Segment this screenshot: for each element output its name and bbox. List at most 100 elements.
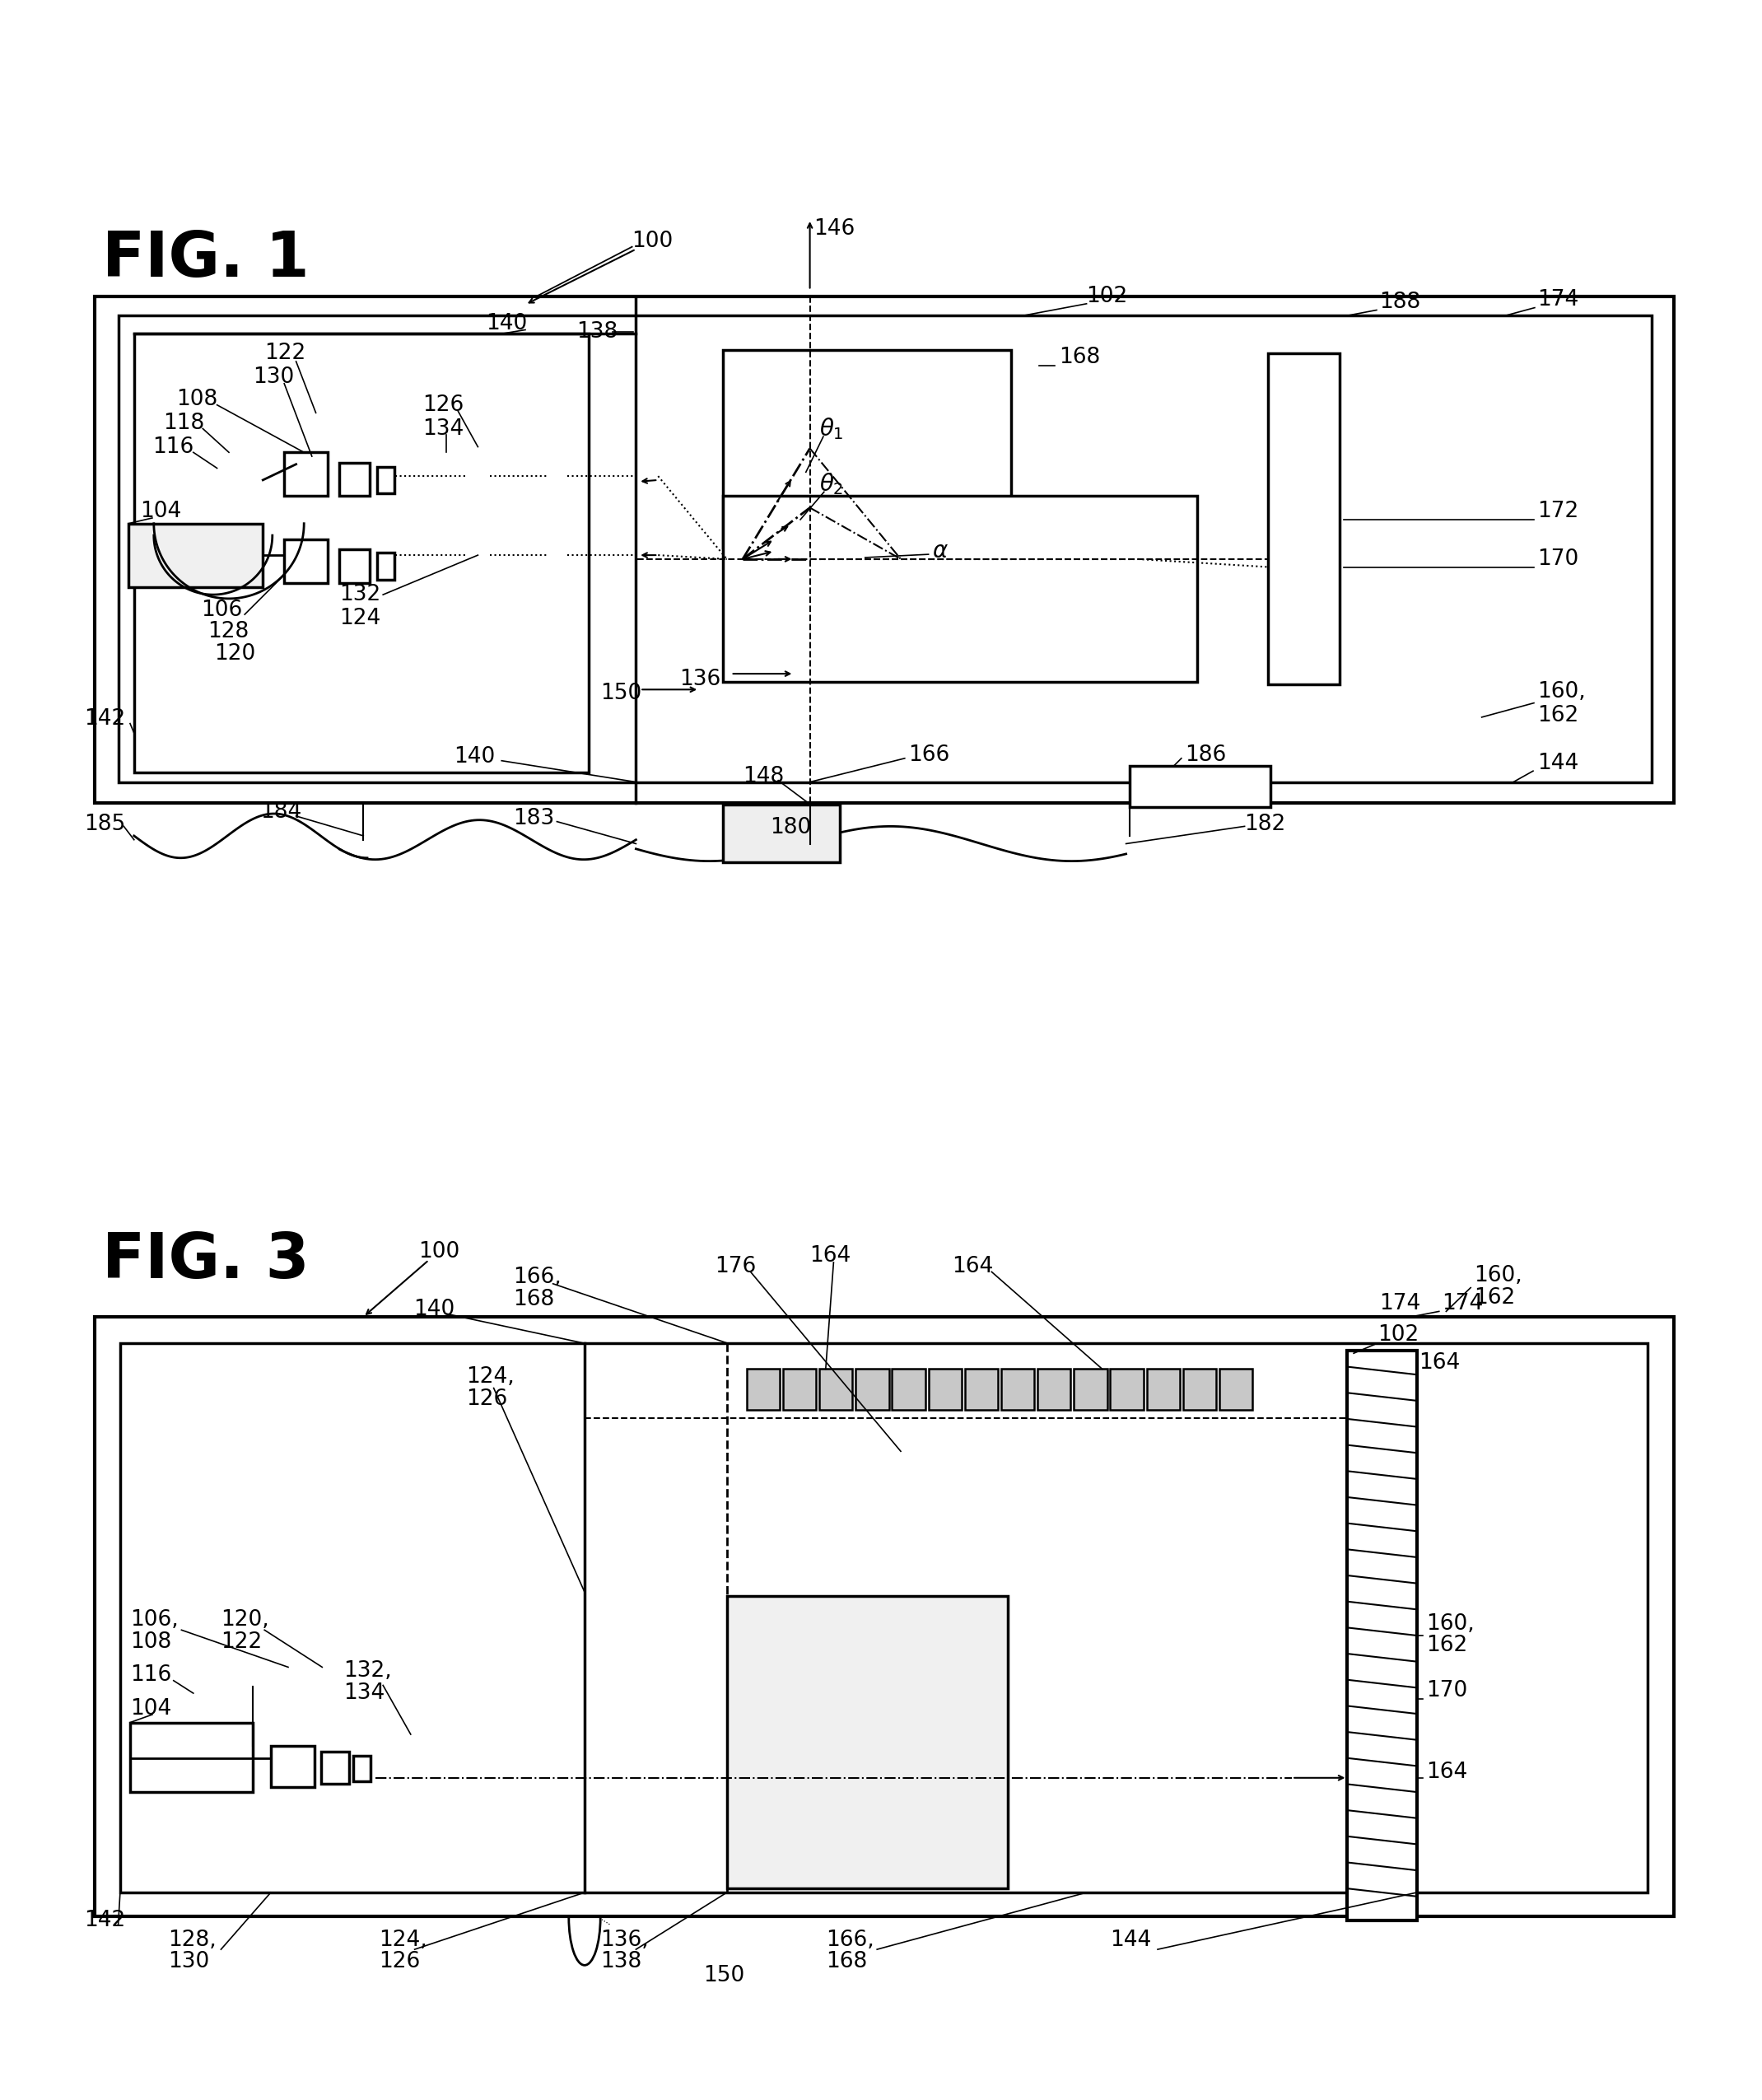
Text: $\theta_1$: $\theta_1$ — [819, 416, 844, 441]
Text: 166,: 166, — [826, 1930, 874, 1951]
Text: 134: 134 — [344, 1682, 384, 1703]
Ellipse shape — [569, 1592, 601, 1686]
Text: 104: 104 — [130, 1699, 171, 1720]
Text: 168: 168 — [513, 1289, 555, 1310]
Text: 130: 130 — [167, 1951, 210, 1972]
Text: 100: 100 — [419, 1241, 460, 1262]
Bar — [284, 452, 328, 496]
Text: 170: 170 — [1427, 1680, 1468, 1701]
Bar — [1073, 1369, 1107, 1411]
Ellipse shape — [463, 523, 492, 588]
Ellipse shape — [396, 1732, 425, 1823]
Text: 144: 144 — [1110, 1930, 1152, 1951]
Text: 122: 122 — [264, 342, 307, 363]
Text: 140: 140 — [412, 1298, 455, 1319]
Bar — [95, 296, 1674, 802]
Text: FIG. 3: FIG. 3 — [102, 1231, 310, 1292]
Text: 122: 122 — [220, 1632, 263, 1653]
Text: 128: 128 — [208, 622, 248, 643]
Text: 160,: 160, — [1473, 1264, 1522, 1287]
Circle shape — [546, 470, 567, 489]
Text: 150: 150 — [601, 682, 641, 704]
Text: 172: 172 — [1536, 502, 1579, 523]
Text: 148: 148 — [742, 766, 784, 788]
Text: 164: 164 — [1418, 1352, 1461, 1373]
Bar — [120, 1344, 1647, 1892]
Text: 168: 168 — [1059, 346, 1099, 367]
Bar — [129, 523, 263, 586]
Bar — [321, 1751, 349, 1783]
Text: $\alpha$: $\alpha$ — [932, 540, 948, 563]
Bar — [722, 804, 840, 861]
Text: 185: 185 — [85, 813, 125, 834]
Text: 132,: 132, — [344, 1661, 391, 1682]
Text: 160,: 160, — [1536, 680, 1586, 704]
Text: 126: 126 — [465, 1388, 507, 1409]
Text: 144: 144 — [1536, 752, 1579, 773]
Bar — [819, 1369, 853, 1411]
Text: 132: 132 — [340, 584, 381, 605]
Text: 146: 146 — [814, 218, 855, 239]
Circle shape — [638, 470, 657, 489]
Bar — [747, 1369, 781, 1411]
Text: 183: 183 — [513, 808, 555, 830]
Text: 162: 162 — [1473, 1287, 1515, 1308]
Bar — [892, 1369, 925, 1411]
Text: 120,: 120, — [220, 1609, 270, 1630]
Text: 170: 170 — [1536, 548, 1579, 569]
Text: $\theta_2$: $\theta_2$ — [819, 470, 844, 498]
Text: 102: 102 — [1378, 1325, 1418, 1346]
Text: 168: 168 — [826, 1951, 867, 1972]
Text: 164: 164 — [1427, 1762, 1468, 1783]
Bar — [722, 349, 1011, 548]
Text: 142: 142 — [85, 1909, 125, 1930]
Bar — [856, 1369, 888, 1411]
Text: 136,: 136, — [601, 1930, 648, 1951]
Text: FIG. 1: FIG. 1 — [102, 229, 310, 290]
Text: 136: 136 — [680, 668, 721, 691]
Text: 180: 180 — [770, 817, 812, 838]
Text: 138: 138 — [576, 321, 618, 342]
Ellipse shape — [425, 1739, 448, 1816]
Text: 174: 174 — [1380, 1294, 1420, 1315]
Bar — [1182, 1369, 1216, 1411]
Text: 108: 108 — [130, 1632, 171, 1653]
Text: 100: 100 — [633, 231, 673, 252]
Bar — [284, 540, 328, 584]
Text: 188: 188 — [1380, 292, 1420, 313]
Bar — [728, 1596, 1008, 1888]
Text: 134: 134 — [423, 418, 463, 439]
Text: 142: 142 — [85, 708, 125, 729]
Circle shape — [890, 548, 911, 571]
Bar — [118, 315, 1651, 781]
Circle shape — [731, 548, 754, 571]
Circle shape — [638, 544, 657, 565]
Text: 124: 124 — [340, 607, 381, 630]
Bar — [271, 1747, 314, 1787]
Bar — [95, 1317, 1674, 1915]
Text: 108: 108 — [176, 388, 217, 410]
Bar — [782, 1369, 816, 1411]
Text: 186: 186 — [1186, 746, 1226, 766]
Bar — [340, 462, 370, 496]
Ellipse shape — [675, 1451, 1126, 1590]
Bar — [377, 552, 395, 580]
Bar — [340, 550, 370, 584]
Bar — [134, 334, 589, 773]
Text: 102: 102 — [1087, 286, 1128, 307]
Bar — [1110, 1369, 1144, 1411]
Text: 104: 104 — [141, 502, 181, 523]
Bar — [1219, 1369, 1253, 1411]
Text: 126: 126 — [423, 395, 463, 416]
Ellipse shape — [1070, 1640, 1105, 1821]
Bar — [1269, 353, 1339, 685]
Text: 162: 162 — [1427, 1636, 1468, 1657]
Circle shape — [1128, 548, 1149, 571]
Text: 184: 184 — [261, 802, 301, 823]
Text: 166,: 166, — [513, 1266, 562, 1287]
Text: 124,: 124, — [379, 1930, 428, 1951]
Bar — [929, 1369, 962, 1411]
Text: 106: 106 — [201, 601, 243, 622]
Ellipse shape — [463, 447, 492, 512]
Text: 116: 116 — [152, 437, 194, 458]
